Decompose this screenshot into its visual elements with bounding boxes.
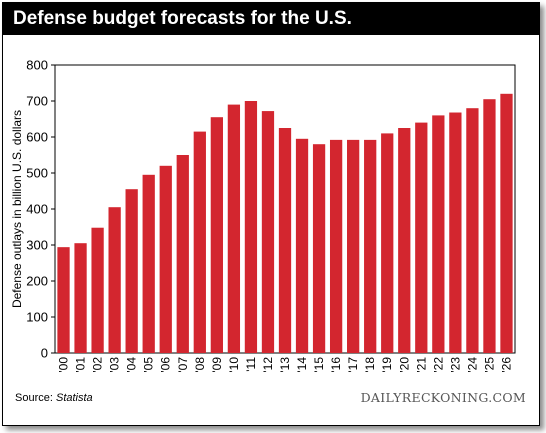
x-tick-label: '24 <box>465 357 479 373</box>
x-tick-label: '26 <box>499 357 513 373</box>
y-tick-label: 300 <box>26 238 48 253</box>
bar <box>398 128 411 353</box>
x-tick-label: '11 <box>244 357 258 372</box>
bar <box>74 243 87 353</box>
source-name: Statista <box>55 392 93 404</box>
x-tick-label: '12 <box>261 357 275 373</box>
bar <box>329 139 343 353</box>
y-tick-label: 0 <box>41 346 48 361</box>
y-tick-label: 700 <box>26 94 48 109</box>
source-note: Source: Statista <box>15 392 93 404</box>
bar <box>432 115 445 354</box>
bar <box>295 138 309 353</box>
y-tick-label: 600 <box>26 130 48 145</box>
x-tick-label: '07 <box>176 357 190 373</box>
bar <box>91 227 104 353</box>
bar-chart: 0 100 200 300 400 500 600 700 800 Defense outlays… <box>10 58 516 373</box>
y-tick-label: 200 <box>26 274 48 289</box>
x-tick-label: '13 <box>278 357 292 373</box>
brand-logo-text: DAILYRECKONING.COM <box>360 390 526 405</box>
chart-frame: Defense budget forecasts for the U.S. 0 1… <box>2 2 540 426</box>
bar <box>142 174 155 353</box>
bar <box>210 117 223 353</box>
bar <box>449 112 462 354</box>
x-tick-label: '18 <box>363 357 377 373</box>
bar <box>278 128 292 353</box>
x-tick-label: '10 <box>227 357 241 373</box>
bar <box>57 247 70 353</box>
x-tick-label: '05 <box>142 357 156 373</box>
x-tick-label: '21 <box>414 357 428 373</box>
bar <box>227 104 241 353</box>
x-tick-label: '19 <box>380 357 394 373</box>
y-tick-label: 800 <box>26 58 48 73</box>
x-tick-label: '22 <box>431 357 445 373</box>
y-axis-label: Defense outlays in billion U.S. dollars <box>10 110 24 308</box>
bar <box>244 101 258 353</box>
x-tick-label: '09 <box>210 357 224 373</box>
bar <box>415 122 428 353</box>
bar <box>312 144 326 353</box>
x-tick-label: '17 <box>346 357 360 373</box>
x-tick-label: '08 <box>193 357 207 373</box>
x-tick-label: '03 <box>108 357 122 373</box>
chart-title: Defense budget forecasts for the U.S. <box>13 8 352 29</box>
x-tick-label: '04 <box>125 357 139 373</box>
bar <box>364 139 377 353</box>
x-tick-label: '15 <box>312 357 326 373</box>
bar <box>381 133 394 353</box>
y-tick-label: 100 <box>26 310 48 325</box>
y-tick-label: 400 <box>26 202 48 217</box>
x-tick-label: '02 <box>91 357 105 373</box>
x-tick-label: '00 <box>57 357 71 373</box>
source-label: Source: <box>15 392 53 404</box>
x-tick-label: '06 <box>159 357 173 373</box>
bar <box>466 108 479 353</box>
x-tick-label: '23 <box>448 357 462 373</box>
title-bar: Defense budget forecasts for the U.S. <box>3 3 539 35</box>
bar <box>347 139 360 353</box>
x-tick-label: '01 <box>74 357 88 373</box>
bar <box>176 155 189 353</box>
bar <box>193 131 206 353</box>
x-tick-label: '25 <box>482 357 496 373</box>
x-tick-label: '20 <box>397 357 411 373</box>
bar <box>483 99 496 353</box>
bar <box>261 111 275 353</box>
bar <box>108 207 121 353</box>
x-tick-label: '14 <box>295 357 309 373</box>
bar <box>500 93 513 354</box>
bar <box>159 165 172 353</box>
y-tick-label: 500 <box>26 166 48 181</box>
bar <box>125 189 138 353</box>
x-tick-label: '16 <box>329 357 343 373</box>
